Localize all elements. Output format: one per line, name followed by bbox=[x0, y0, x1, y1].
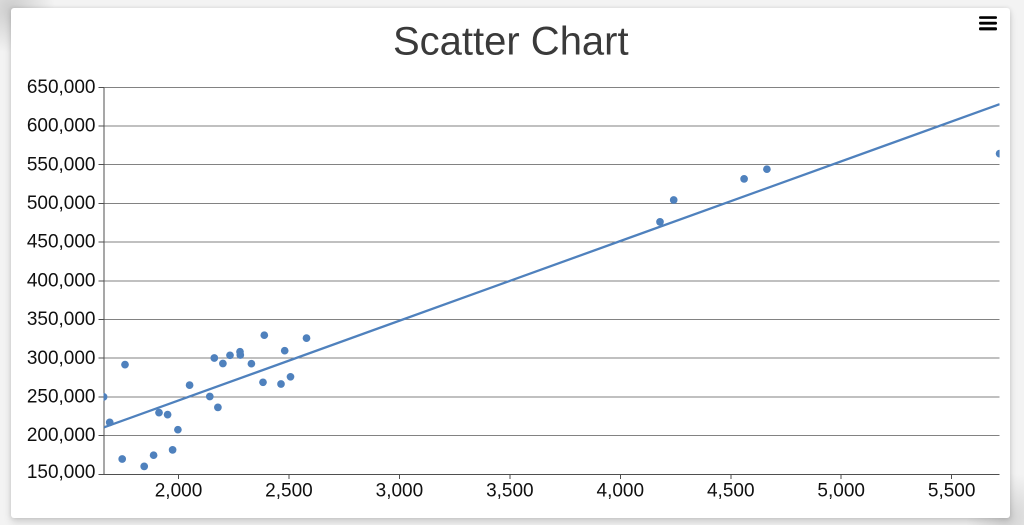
svg-text:550,000: 550,000 bbox=[27, 154, 96, 175]
svg-text:2,000: 2,000 bbox=[155, 480, 203, 501]
svg-text:250,000: 250,000 bbox=[27, 387, 96, 408]
svg-text:350,000: 350,000 bbox=[27, 309, 96, 330]
svg-text:Scatter Chart: Scatter Chart bbox=[393, 19, 629, 63]
svg-text:2,500: 2,500 bbox=[265, 480, 313, 501]
svg-text:4,000: 4,000 bbox=[597, 480, 645, 501]
svg-text:5,000: 5,000 bbox=[817, 480, 865, 501]
svg-text:500,000: 500,000 bbox=[27, 193, 96, 214]
svg-text:450,000: 450,000 bbox=[27, 232, 96, 253]
svg-text:5,500: 5,500 bbox=[928, 480, 976, 501]
svg-text:600,000: 600,000 bbox=[27, 116, 96, 137]
svg-text:3,500: 3,500 bbox=[486, 480, 534, 501]
svg-text:300,000: 300,000 bbox=[27, 348, 96, 369]
svg-text:650,000: 650,000 bbox=[27, 77, 96, 98]
svg-text:150,000: 150,000 bbox=[27, 462, 96, 483]
svg-text:3,000: 3,000 bbox=[376, 480, 424, 501]
svg-text:4,500: 4,500 bbox=[707, 480, 755, 501]
svg-text:200,000: 200,000 bbox=[27, 425, 96, 446]
svg-text:400,000: 400,000 bbox=[27, 270, 96, 291]
